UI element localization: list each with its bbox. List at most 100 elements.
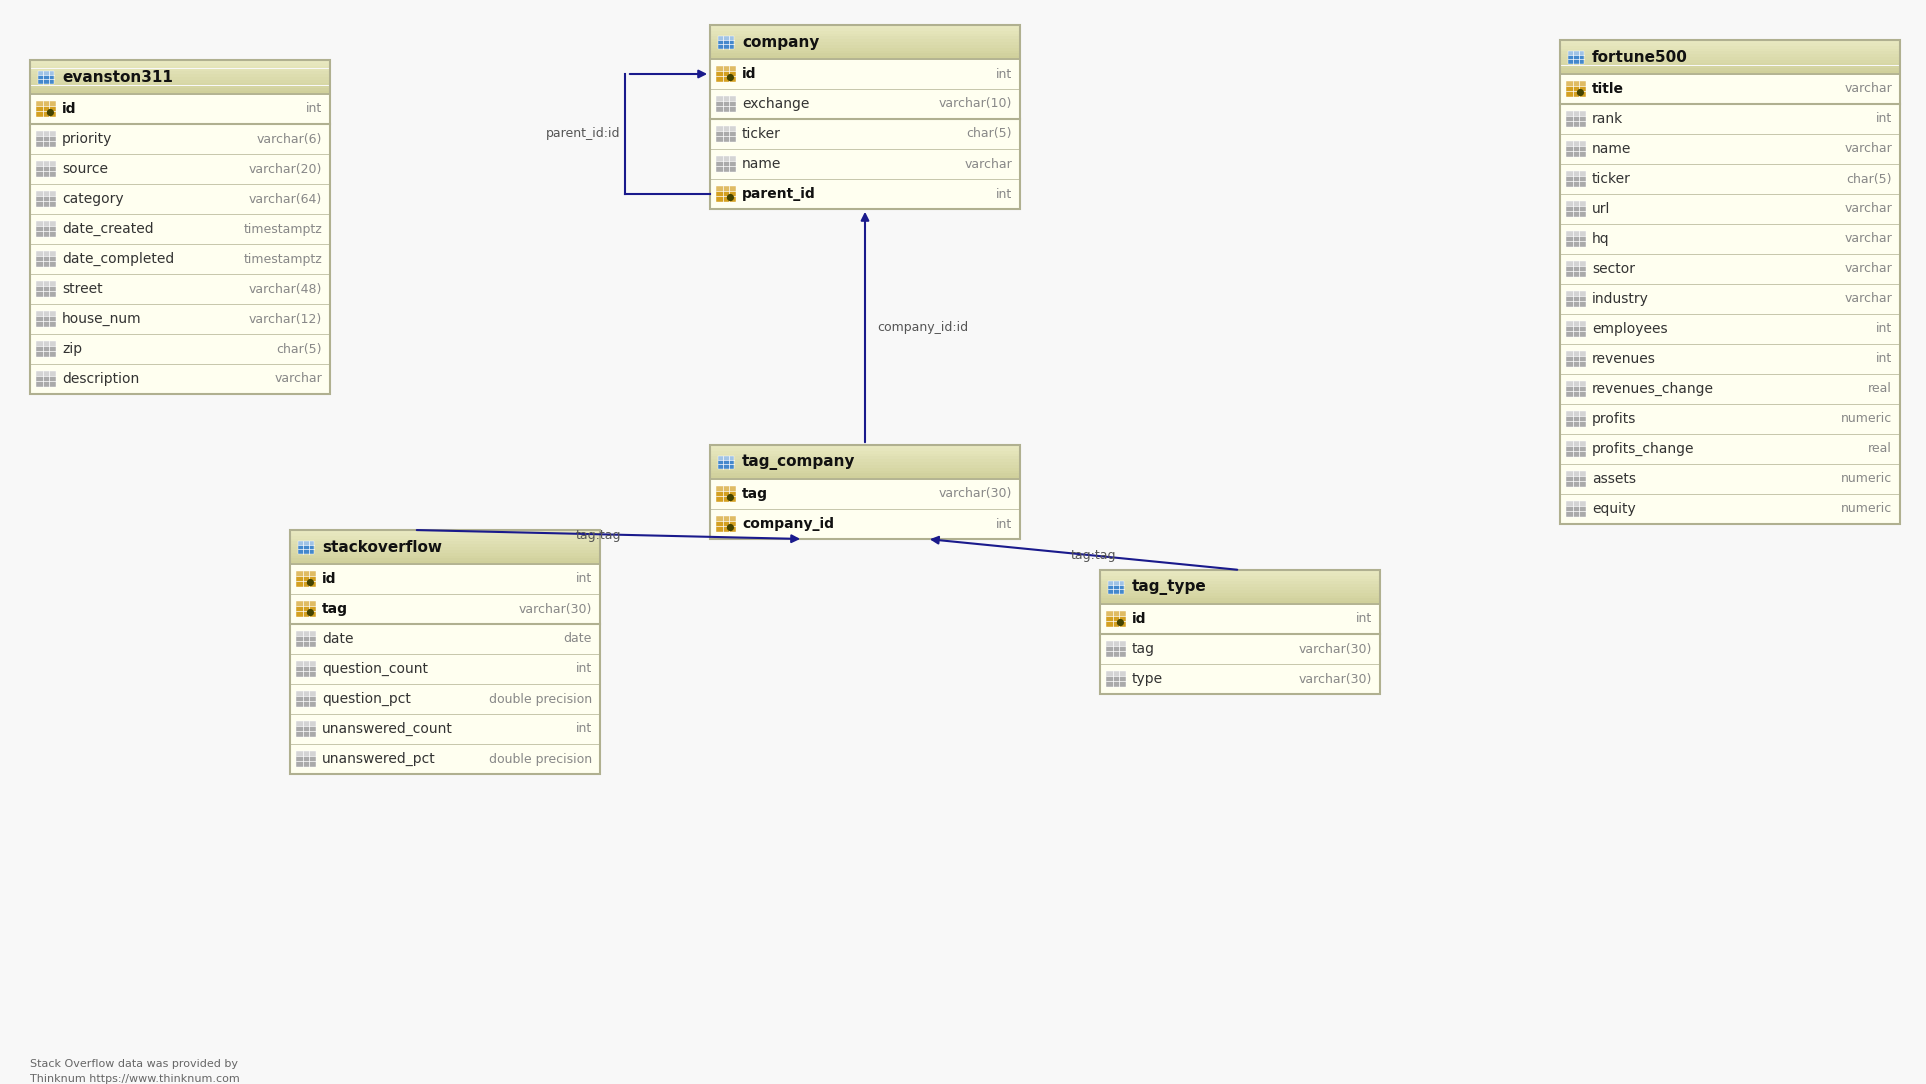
Bar — [711, 39, 1021, 42]
Text: int: int — [576, 723, 591, 736]
Text: question_count: question_count — [322, 662, 428, 676]
Text: varchar: varchar — [1845, 293, 1891, 306]
Bar — [711, 462, 1021, 465]
Bar — [31, 154, 329, 184]
Bar — [718, 455, 734, 468]
Text: source: source — [62, 162, 108, 176]
Bar — [297, 661, 316, 667]
Bar — [1566, 411, 1585, 427]
Bar — [711, 51, 1021, 53]
Text: name: name — [1593, 142, 1631, 156]
Bar — [31, 91, 329, 94]
Bar — [31, 334, 329, 364]
Bar — [1100, 604, 1381, 634]
Bar — [716, 96, 736, 112]
Bar — [711, 446, 1021, 448]
Bar — [297, 601, 316, 617]
Bar — [291, 550, 601, 553]
Bar — [31, 60, 329, 94]
Bar — [297, 631, 316, 647]
Text: description: description — [62, 372, 139, 386]
Circle shape — [728, 75, 734, 80]
Text: unanswered_count: unanswered_count — [322, 722, 453, 736]
Bar — [1560, 40, 1901, 43]
Bar — [1560, 43, 1901, 46]
Bar — [31, 304, 329, 334]
Bar — [1560, 63, 1901, 65]
Bar — [1100, 570, 1381, 604]
Text: varchar: varchar — [1845, 232, 1891, 245]
Bar — [291, 714, 601, 744]
Circle shape — [1577, 90, 1583, 95]
Text: int: int — [1876, 113, 1891, 126]
Bar — [716, 186, 736, 191]
Text: int: int — [1876, 323, 1891, 336]
Bar — [1560, 134, 1901, 164]
Bar — [1560, 254, 1901, 284]
Bar — [291, 539, 601, 541]
Text: revenues_change: revenues_change — [1593, 382, 1714, 396]
Text: ticker: ticker — [742, 127, 780, 141]
Circle shape — [308, 609, 314, 616]
Bar — [711, 446, 1021, 539]
Text: unanswered_pct: unanswered_pct — [322, 752, 435, 766]
Bar — [711, 48, 1021, 51]
Bar — [1560, 344, 1901, 374]
Circle shape — [1117, 620, 1123, 625]
Text: evanston311: evanston311 — [62, 69, 173, 85]
Bar — [716, 126, 736, 142]
Circle shape — [728, 195, 734, 201]
Bar — [711, 44, 1021, 48]
Bar — [37, 191, 56, 196]
Bar — [711, 34, 1021, 37]
Bar — [37, 371, 56, 376]
Text: url: url — [1593, 202, 1610, 216]
Text: varchar: varchar — [273, 373, 322, 386]
Bar — [1568, 51, 1583, 54]
Bar — [297, 691, 316, 707]
Text: stackoverflow: stackoverflow — [322, 540, 441, 555]
Bar — [711, 30, 1021, 34]
Bar — [1100, 570, 1381, 694]
Bar — [711, 453, 1021, 456]
Text: real: real — [1868, 383, 1891, 396]
Bar — [711, 56, 1021, 59]
Text: real: real — [1868, 442, 1891, 455]
Bar — [711, 25, 1021, 28]
Bar — [1100, 581, 1381, 584]
Text: exchange: exchange — [742, 96, 809, 111]
Bar — [711, 89, 1021, 119]
Bar — [37, 251, 56, 267]
Bar — [1566, 201, 1585, 217]
Bar — [716, 66, 736, 82]
Text: company_id: company_id — [742, 517, 834, 531]
Text: assets: assets — [1593, 472, 1635, 486]
Bar — [711, 446, 1021, 479]
Bar — [31, 184, 329, 214]
Bar — [1106, 671, 1127, 676]
Text: id: id — [1132, 612, 1146, 625]
Text: tag:tag: tag:tag — [576, 529, 622, 542]
Bar — [297, 721, 316, 737]
Bar — [1566, 380, 1585, 386]
Text: char(5): char(5) — [967, 128, 1011, 141]
Bar — [291, 744, 601, 774]
Text: street: street — [62, 282, 102, 296]
Bar — [37, 281, 56, 297]
Text: profits: profits — [1593, 412, 1637, 426]
Bar — [1100, 593, 1381, 595]
Text: tag: tag — [322, 602, 349, 616]
Text: question_pct: question_pct — [322, 692, 410, 706]
Bar — [716, 486, 736, 491]
Bar — [291, 530, 601, 774]
Bar — [1100, 595, 1381, 598]
Bar — [1106, 641, 1127, 657]
Bar — [711, 465, 1021, 467]
Bar — [1566, 81, 1585, 96]
Bar — [1560, 54, 1901, 57]
Bar — [1100, 664, 1381, 694]
Bar — [37, 131, 56, 137]
Bar — [1566, 321, 1585, 337]
Text: parent_id: parent_id — [742, 188, 817, 201]
Text: numeric: numeric — [1841, 473, 1891, 486]
